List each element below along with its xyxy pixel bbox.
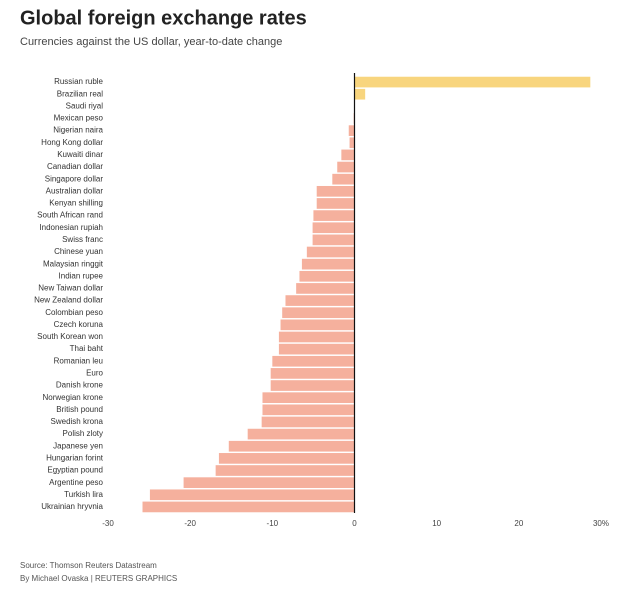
category-label: British pound [56, 405, 103, 414]
category-label: Polish zloty [63, 429, 103, 438]
bar [296, 283, 355, 294]
x-tick-label: 30% [593, 519, 609, 528]
category-label: Norwegian krone [43, 393, 104, 402]
category-label: Japanese yen [53, 441, 103, 450]
credit-note: By Michael Ovaska | REUTERS GRAPHICS [20, 574, 177, 583]
bar [299, 270, 355, 282]
x-tick-label: 0 [352, 519, 357, 528]
category-label: Mexican peso [54, 114, 104, 123]
x-tick-label: 20 [514, 519, 523, 528]
bar [262, 404, 355, 416]
bar [332, 173, 355, 185]
bar [337, 161, 355, 173]
category-label: Turkish lira [64, 490, 103, 499]
bar [285, 295, 355, 306]
category-label: Australian dollar [46, 186, 104, 195]
bar [349, 137, 355, 149]
category-label: South African rand [37, 211, 103, 220]
category-label: Danish krone [56, 381, 104, 390]
bar [306, 246, 355, 258]
category-label: Kuwaiti dinar [57, 150, 103, 159]
bar [272, 355, 355, 367]
category-label: Thai baht [70, 344, 104, 353]
x-tick-label: -10 [267, 519, 279, 528]
bar [280, 319, 355, 331]
bar [278, 343, 355, 355]
bar [316, 198, 355, 209]
bar [183, 477, 355, 488]
category-label: Euro [86, 369, 103, 378]
bar [301, 258, 355, 270]
bar [354, 88, 366, 100]
category-label: Romanian leu [54, 356, 103, 365]
category-label: Colombian peso [45, 308, 103, 317]
bar [316, 185, 355, 197]
bar [354, 76, 591, 88]
category-label: Egyptian pound [47, 466, 103, 475]
bar [312, 234, 355, 246]
category-label: Argentine peso [49, 478, 103, 487]
bar [278, 331, 355, 343]
category-label: Canadian dollar [47, 162, 103, 171]
category-label: Brazilian real [57, 89, 103, 98]
source-note: Source: Thomson Reuters Datastream [20, 561, 157, 570]
category-label: Indonesian rupiah [39, 223, 103, 232]
bar [261, 416, 355, 428]
category-label: Saudi riyal [66, 101, 104, 110]
chart-subtitle: Currencies against the US dollar, year-t… [20, 36, 282, 48]
category-label: Swiss franc [62, 235, 103, 244]
bar [312, 222, 355, 234]
bar [282, 307, 355, 319]
bar [215, 465, 355, 476]
category-label: Nigerian naira [53, 126, 103, 135]
category-label: Chinese yuan [54, 247, 103, 256]
bar [313, 210, 355, 221]
bar [270, 368, 355, 379]
category-label: Hungarian forint [46, 453, 104, 462]
bar [262, 392, 355, 404]
bar [341, 149, 355, 161]
category-label: Hong Kong dollar [41, 138, 103, 147]
bar [247, 428, 355, 440]
category-label: Kenyan shilling [49, 199, 103, 208]
x-tick-label: -20 [184, 519, 196, 528]
category-label: Ukrainian hryvnia [41, 502, 103, 511]
x-tick-label: 10 [432, 519, 441, 528]
category-label: Swedish krona [51, 417, 104, 426]
category-label: New Taiwan dollar [38, 284, 103, 293]
bar [142, 501, 355, 513]
bar [228, 440, 355, 452]
category-label: New Zealand dollar [34, 296, 103, 305]
category-label: South Korean won [37, 332, 103, 341]
bar [149, 489, 355, 501]
category-label: Indian rupee [59, 271, 104, 280]
category-label: Russian ruble [54, 77, 103, 86]
category-label: Czech koruna [54, 320, 104, 329]
x-tick-label: -30 [102, 519, 114, 528]
category-label: Malaysian ringgit [43, 259, 104, 268]
category-label: Singapore dollar [45, 174, 104, 183]
bar [218, 453, 355, 464]
chart-title: Global foreign exchange rates [20, 7, 307, 29]
bar [348, 125, 355, 136]
bar [270, 380, 355, 391]
